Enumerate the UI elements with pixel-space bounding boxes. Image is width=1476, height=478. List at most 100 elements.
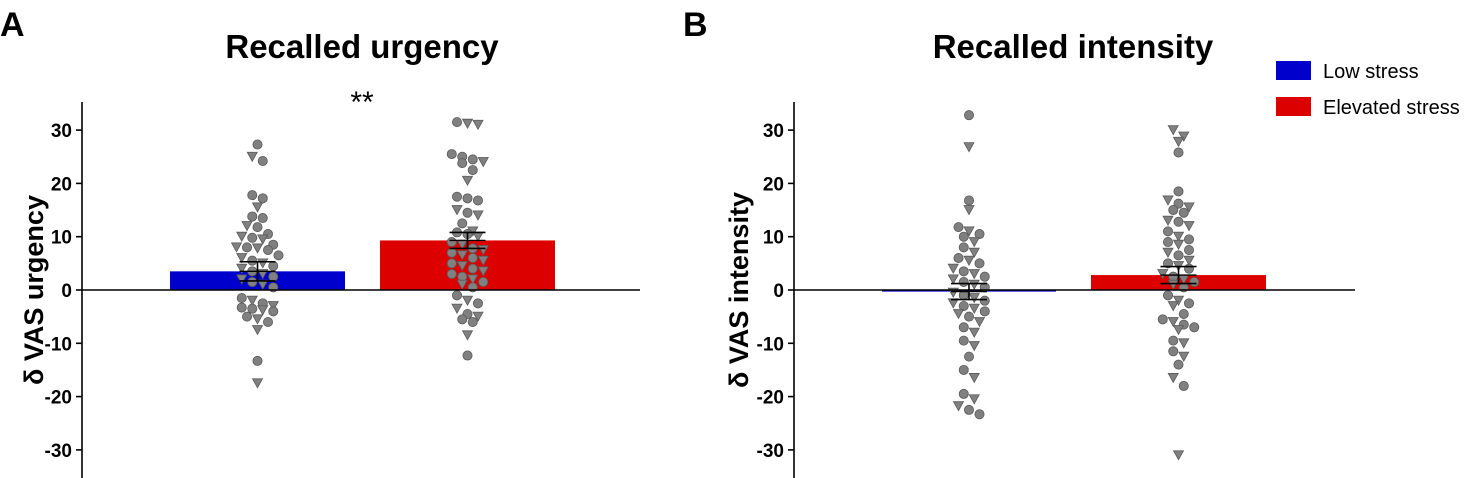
panel-a-data-point: [462, 193, 473, 204]
panel-a-data-point: [456, 261, 468, 272]
panel-a-data-point: [461, 295, 474, 306]
panel-a-data-point: [461, 330, 474, 341]
panel-a-data-point: [246, 295, 258, 306]
panel-b-data-point: [1162, 247, 1174, 259]
panel-b-data-point: [947, 263, 959, 275]
panel-b-data-point: [1167, 317, 1179, 328]
panel-b-error-bar-elevated-stress: [1160, 265, 1197, 285]
panel-a-data-point: [241, 221, 253, 232]
panel-b-title: Recalled intensity: [933, 28, 1214, 65]
panel-b-data-point: [1184, 234, 1195, 245]
panel-a-data-point: [236, 231, 248, 243]
panel-a-data-point: [251, 378, 264, 389]
panel-b-data-point: [968, 303, 980, 314]
panel-a-data-point: [251, 243, 264, 254]
panel-b-data-point: [1168, 205, 1179, 216]
panel-a-data-point: [262, 245, 273, 256]
panel-b-label: B: [683, 6, 708, 44]
panel-b-data-point: [952, 309, 965, 320]
panel-b-data-point: [1178, 308, 1189, 319]
panel-b-data-point: [1178, 380, 1189, 391]
panel-a-data-point: [246, 151, 258, 163]
panel-a-significance-label: **: [350, 86, 374, 119]
panel-b-data-point: [1163, 258, 1174, 269]
panel-b-data-point: [958, 266, 969, 277]
panel-b-data-point: [974, 258, 985, 269]
panel-a-data-point: [451, 303, 463, 314]
panel-a-data-point: [457, 158, 468, 169]
panel-b-data-point: [963, 226, 975, 237]
panel-b-y-tick-label: 20: [763, 174, 784, 195]
panel-a-data-point: [257, 305, 269, 316]
panel-b-data-point: [1172, 450, 1185, 461]
panel-a-data-point: [247, 211, 258, 222]
panel-a-data-point: [451, 290, 462, 301]
panel-a-data-point: [461, 118, 474, 130]
panel-a-data-point: [247, 255, 258, 266]
panel-a-data-point: [236, 292, 247, 303]
panel-b-data-point: [963, 255, 975, 267]
panel-b-data-point: [1178, 207, 1189, 218]
panel-a-error-bar-low-stress: [239, 260, 276, 282]
panel-b-data-point: [1157, 269, 1169, 280]
panel-a-y-tick-label: 0: [61, 281, 72, 302]
panel-b-data-point: [968, 373, 980, 384]
panel-b-data-point: [1184, 245, 1195, 256]
panel-a-y-tick-label: 20: [51, 174, 72, 195]
panel-b-data-point: [958, 364, 969, 375]
panel-a-data-point: [451, 205, 463, 216]
panel-a-data-point: [446, 237, 457, 248]
panel-a-data-point: [467, 274, 479, 285]
panel-a-y-tick-label: -10: [45, 334, 72, 355]
panel-b-data-point: [968, 269, 980, 280]
panel-b-data-point: [1172, 295, 1185, 306]
panel-b-y-tick-label: 30: [763, 121, 784, 142]
panel-a-data-point: [252, 222, 263, 233]
panel-a-data-point: [236, 274, 248, 285]
panel-b-y-tick-label: -20: [757, 388, 784, 409]
panel-b-data-point: [968, 237, 980, 248]
panel-b-data-point: [1173, 359, 1184, 370]
panel-b-data-point: [1173, 198, 1184, 209]
panel-a-error-bar-elevated-stress: [449, 231, 486, 250]
panel-a-data-point: [472, 210, 484, 221]
panel-a-data-point: [257, 234, 269, 245]
panel-b-data-point: [979, 306, 990, 317]
panel-a-data-point: [472, 195, 483, 206]
panel-a-data-point: [236, 263, 248, 275]
panel-b-plot: 30 20 10 0 -10 -20 -30: [757, 102, 1355, 478]
panel-a-data-point: [462, 207, 473, 218]
panel-a-data-point: [446, 247, 457, 258]
panel-b-data-point: [1173, 186, 1184, 197]
panel-a-data-point: [451, 117, 462, 128]
panel-a-data-point: [467, 253, 478, 264]
panel-b-data-point: [1183, 221, 1195, 232]
panel-b-data-point: [953, 253, 964, 264]
panel-b-data-point: [968, 394, 980, 405]
panel-b-data-point: [1183, 255, 1195, 267]
panel-b-data-point: [963, 205, 975, 216]
panel-a-data-point: [247, 232, 258, 243]
panel-b-data-point: [1167, 373, 1179, 384]
panel-a-data-point: [472, 311, 484, 322]
panel-a-data-point: [257, 258, 269, 269]
panel-a-data-point: [477, 266, 489, 277]
panel-a-data-point: [251, 202, 264, 213]
panel-a-data-point: [446, 149, 457, 160]
legend-swatch-low-stress: [1276, 61, 1311, 80]
panel-a-data-point: [252, 355, 263, 366]
panel-b-data-point: [1183, 202, 1195, 213]
panel-b-y-tick-label: 10: [763, 228, 784, 249]
legend-label-low-stress: Low stress: [1323, 61, 1419, 83]
panel-b-data-point: [1163, 226, 1174, 237]
panel-a-data-point: [257, 156, 268, 167]
panel-b-data-point: [1168, 335, 1179, 346]
panel-a-data-point: [456, 279, 468, 290]
panel-a-data-point: [241, 242, 252, 253]
panel-a-data-point: [456, 250, 468, 261]
panel-b-error-bar-low-stress: [951, 282, 987, 301]
panel-a-data-point: [236, 302, 247, 313]
panel-a-data-point: [267, 301, 279, 312]
panel-a-data-point: [268, 261, 279, 272]
panel-a-data-point: [241, 311, 252, 322]
